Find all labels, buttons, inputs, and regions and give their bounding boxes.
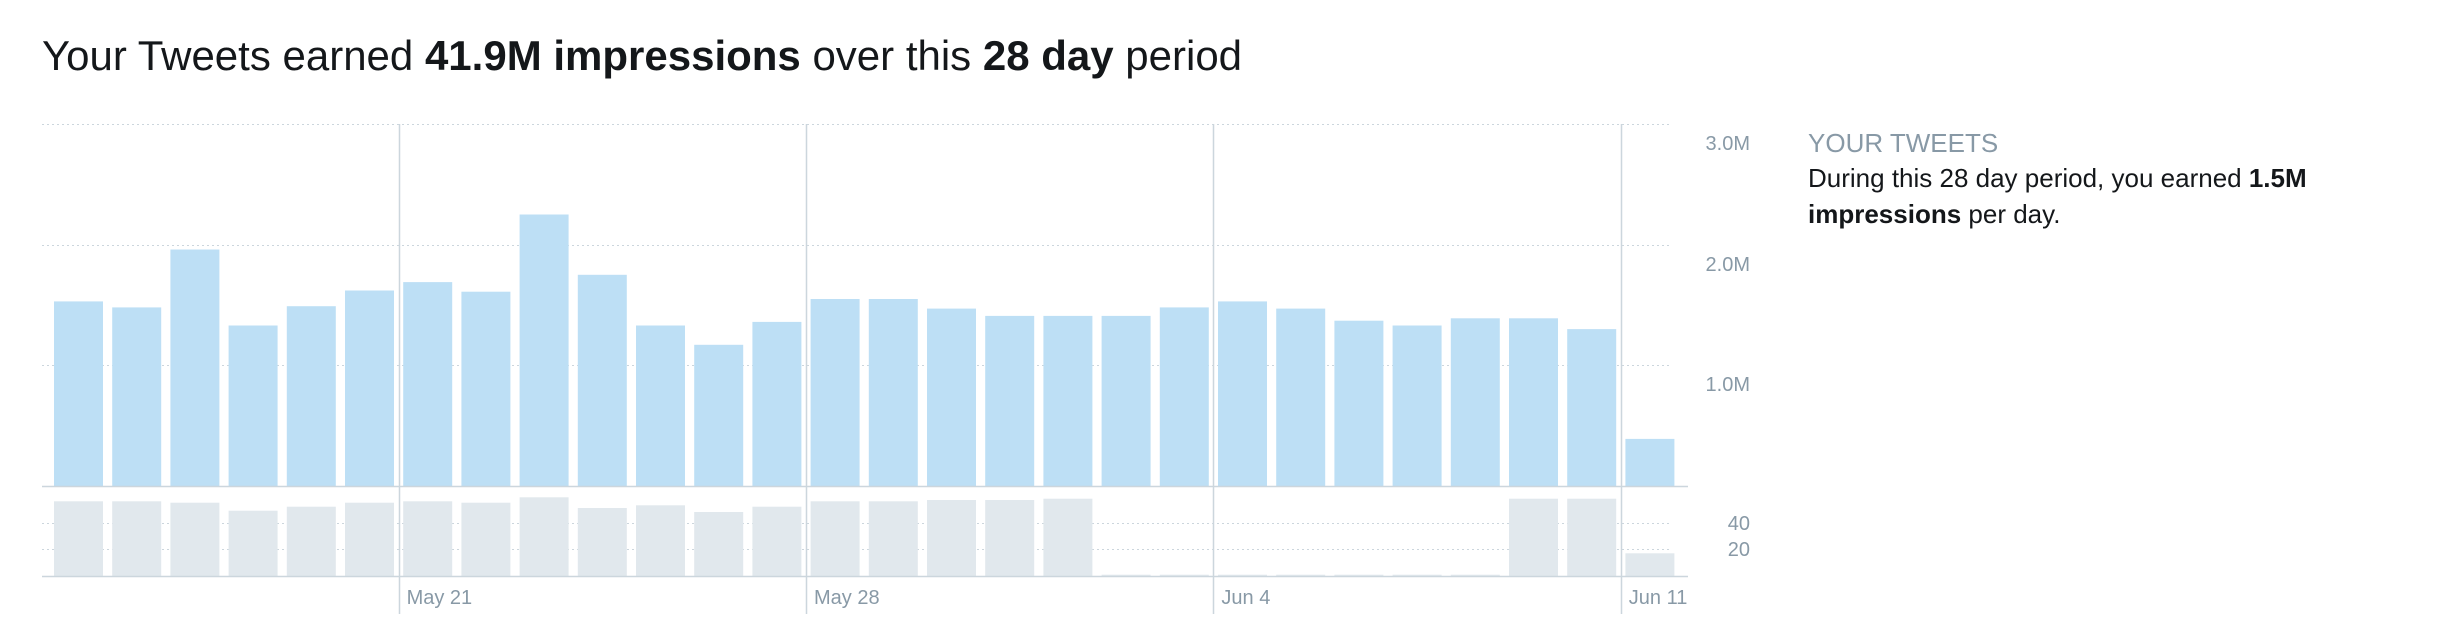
tweets-bar-may-17[interactable]	[170, 502, 220, 576]
page-title: Your Tweets earned 41.9M impressions ove…	[42, 28, 1242, 84]
tweets-bar-may-24[interactable]	[577, 508, 627, 576]
impressions-bar-may-19[interactable]	[286, 306, 336, 486]
impressions-bar-jun-5[interactable]	[1276, 308, 1326, 486]
headline-suffix: period	[1113, 32, 1243, 79]
impressions-bar-may-28[interactable]	[810, 299, 860, 486]
summary-heading: YOUR TWEETS	[1808, 128, 1999, 158]
headline-period: 28 day	[982, 32, 1114, 79]
tweets-bars	[54, 497, 1675, 576]
impressions-bar-may-20[interactable]	[345, 290, 394, 487]
impressions-bars	[54, 214, 1675, 487]
x-tick-label: May 28	[814, 587, 880, 609]
tweets-bar-jun-9[interactable]	[1509, 498, 1558, 576]
summary-text: During this 28 day period, you earned 1.…	[1808, 160, 2408, 232]
impressions-bar-may-25[interactable]	[636, 325, 685, 487]
tweets-bar-may-21[interactable]	[403, 501, 453, 576]
x-tick-label: Jun 4	[1221, 587, 1270, 609]
tweets-y-tick-label: 20	[1728, 539, 1750, 561]
impressions-bar-may-23[interactable]	[519, 214, 569, 487]
impressions-bar-jun-9[interactable]	[1509, 318, 1558, 486]
tweets-bar-may-18[interactable]	[228, 510, 278, 576]
impressions-bar-may-15[interactable]	[54, 301, 103, 486]
impressions-bar-may-27[interactable]	[752, 321, 802, 486]
impressions-bar-jun-4[interactable]	[1218, 301, 1267, 486]
impressions-bar-jun-10[interactable]	[1567, 329, 1617, 486]
impressions-bar-jun-3[interactable]	[1159, 307, 1209, 486]
summary-text-suffix: per day.	[1961, 199, 2061, 229]
summary-text-prefix: During this 28 day period, you earned	[1808, 163, 2249, 193]
impressions-bar-jun-11[interactable]	[1625, 438, 1675, 486]
tweets-bar-may-19[interactable]	[286, 506, 336, 576]
tweets-bar-may-20[interactable]	[345, 502, 394, 576]
x-tick-label: May 21	[407, 587, 473, 609]
headline-impressions: 41.9M impressions	[424, 32, 801, 79]
tweets-bar-jun-6[interactable]	[1334, 574, 1384, 576]
impressions-bar-jun-2[interactable]	[1101, 315, 1151, 486]
impressions-bar-may-30[interactable]	[927, 308, 976, 486]
tweets-bar-may-25[interactable]	[636, 505, 685, 576]
tweets-bar-may-27[interactable]	[752, 506, 802, 576]
impressions-bar-may-31[interactable]	[985, 315, 1035, 486]
tweets-bar-jun-4[interactable]	[1218, 574, 1267, 576]
impressions-bar-may-16[interactable]	[112, 307, 162, 486]
impressions-bar-may-18[interactable]	[228, 325, 278, 487]
tweets-bar-jun-11[interactable]	[1625, 553, 1675, 576]
impressions-bar-jun-6[interactable]	[1334, 320, 1384, 486]
headline-middle: over this	[800, 32, 983, 79]
impressions-bar-may-21[interactable]	[403, 282, 453, 486]
tweets-bar-may-22[interactable]	[461, 502, 511, 576]
impressions-bar-jun-8[interactable]	[1450, 318, 1500, 486]
tweets-y-tick-label: 40	[1728, 513, 1750, 535]
tweets-bar-jun-5[interactable]	[1276, 574, 1326, 576]
impressions-bar-may-22[interactable]	[461, 291, 511, 486]
impressions-bar-may-17[interactable]	[170, 249, 220, 487]
impressions-bar-jun-7[interactable]	[1392, 325, 1442, 487]
tweets-bar-may-28[interactable]	[810, 501, 860, 576]
impressions-bar-may-24[interactable]	[577, 274, 627, 486]
chart-axes: 3.0M 2.0M 1.0M 40 20 May 21 May 28 Jun 4 Jun 11	[42, 133, 1750, 609]
impressions-bar-may-29[interactable]	[868, 299, 918, 486]
impressions-bar-may-26[interactable]	[694, 344, 744, 486]
y-tick-label: 3.0M	[1706, 133, 1750, 155]
tweets-bar-may-29[interactable]	[868, 501, 918, 576]
tweets-bar-may-30[interactable]	[927, 500, 976, 576]
impressions-bar-jun-1[interactable]	[1043, 315, 1093, 486]
tweets-bar-may-31[interactable]	[985, 500, 1035, 576]
tweets-bar-may-15[interactable]	[54, 501, 103, 576]
summary-panel: YOUR TWEETS During this 28 day period, y…	[1808, 126, 2408, 232]
tweets-bar-jun-3[interactable]	[1159, 574, 1209, 576]
y-tick-label: 1.0M	[1706, 374, 1750, 396]
y-tick-label: 2.0M	[1706, 254, 1750, 276]
tweets-bar-may-23[interactable]	[519, 497, 569, 576]
x-tick-label: Jun 11	[1629, 587, 1688, 609]
tweets-bar-jun-7[interactable]	[1392, 574, 1442, 576]
summary-text-bold: 1.5M impressions	[1808, 163, 2307, 229]
tweets-bar-jun-8[interactable]	[1450, 574, 1500, 576]
tweets-bar-jun-10[interactable]	[1567, 498, 1617, 576]
headline-prefix: Your Tweets earned	[42, 32, 425, 79]
tweets-bar-jun-1[interactable]	[1043, 498, 1093, 576]
tweets-bar-jun-2[interactable]	[1101, 574, 1151, 576]
impressions-chart: 3.0M 2.0M 1.0M 40 20 May 21 May 28 Jun 4 Jun 11	[42, 124, 1750, 614]
tweets-bar-may-26[interactable]	[694, 512, 744, 576]
tweets-bar-may-16[interactable]	[112, 501, 162, 576]
